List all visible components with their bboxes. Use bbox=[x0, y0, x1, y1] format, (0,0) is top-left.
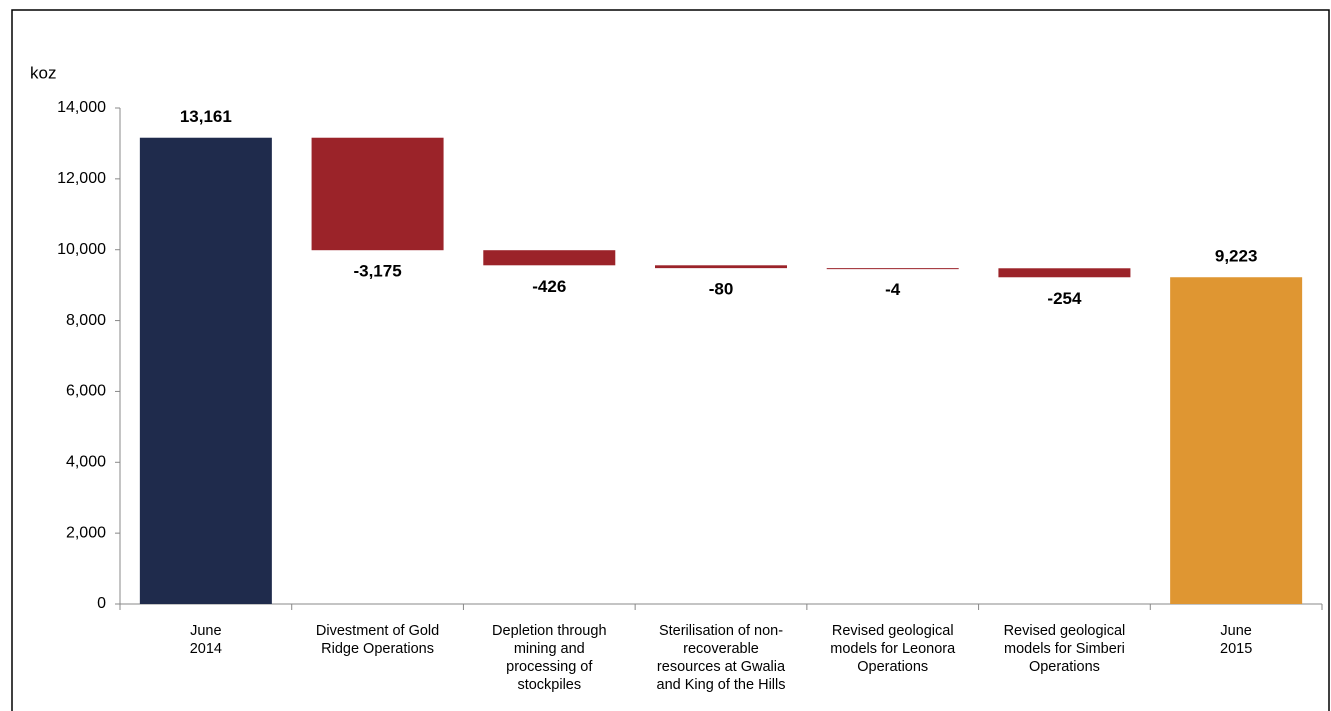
value-label: 13,161 bbox=[180, 107, 232, 126]
y-tick-label: 8,000 bbox=[66, 312, 106, 329]
value-label: -4 bbox=[885, 280, 901, 299]
value-label: -80 bbox=[709, 280, 734, 299]
value-label: -426 bbox=[532, 277, 566, 296]
x-tick-label: Depletion through mining and processing … bbox=[492, 623, 607, 693]
value-label: -3,175 bbox=[353, 262, 401, 281]
x-tick-label: Revised geological models for Leonora Op… bbox=[830, 623, 956, 675]
bar bbox=[139, 137, 272, 604]
x-tick-label: Revised geological models for Simberi Op… bbox=[1003, 623, 1126, 675]
bar bbox=[826, 268, 959, 270]
bar bbox=[311, 137, 444, 251]
x-tick-label: June 2015 bbox=[1220, 623, 1253, 657]
bar bbox=[655, 265, 787, 269]
bar bbox=[1170, 277, 1303, 604]
y-tick-label: 2,000 bbox=[66, 524, 106, 541]
frame bbox=[11, 9, 1330, 711]
y-tick-label: 4,000 bbox=[66, 454, 106, 471]
y-tick-label: 12,000 bbox=[57, 170, 106, 187]
x-tick-label: Sterilisation of non- recoverable resour… bbox=[656, 623, 786, 693]
bar bbox=[998, 268, 1131, 278]
y-tick-label: 0 bbox=[97, 595, 106, 612]
value-label: 9,223 bbox=[1215, 247, 1258, 266]
y-axis-title: koz bbox=[30, 63, 56, 82]
y-tick-label: 14,000 bbox=[57, 99, 106, 116]
x-tick-label: June 2014 bbox=[189, 623, 222, 657]
value-label: -254 bbox=[1047, 289, 1082, 308]
y-tick-label: 10,000 bbox=[57, 241, 106, 258]
x-tick-label: Divestment of Gold Ridge Operations bbox=[315, 623, 440, 657]
y-tick-label: 6,000 bbox=[66, 383, 106, 400]
bar bbox=[483, 250, 616, 266]
